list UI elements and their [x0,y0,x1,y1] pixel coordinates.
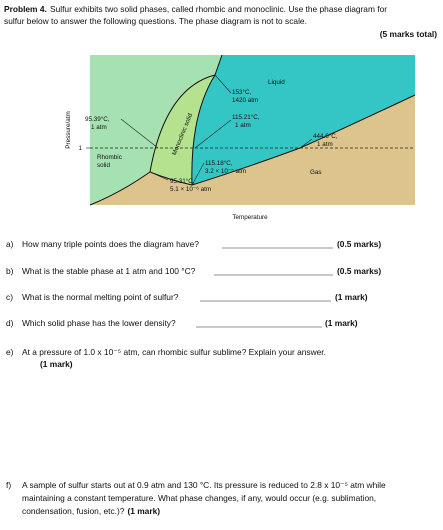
x-axis-label: Temperature [232,214,268,221]
question-marks: (1 mark) [325,318,358,328]
problem-number: Problem 4. [4,4,47,14]
region-label: Rhombic [97,154,122,161]
y-tick-label: 1 [78,145,82,152]
point-label: 1420 atm [232,97,258,104]
phase-boundary [214,54,223,76]
leader-line [194,119,232,149]
question-text: condensation, fusion, etc.)? [22,506,125,516]
phase-diagram: 1 Pressure/atm Temperature Liquid Monocl… [65,54,416,221]
leader-line [299,138,313,149]
intro-line: Sulfur exhibits two solid phases, called… [50,4,387,14]
region-label: Gas [310,169,322,176]
point-label: 5.1 × 10⁻⁶ atm [170,186,211,193]
phase-boundary [191,74,216,186]
question-text: Which solid phase has the lower density? [22,318,176,328]
point-label: 95.39°C, [85,115,110,123]
leader-line [191,162,205,186]
question-label: c) [6,292,13,302]
question-text: What is the normal melting point of sulf… [22,292,179,302]
question-text: At a pressure of 1.0 x 10⁻⁵ atm, can rho… [22,347,326,357]
point-label: 95.31°C, [170,177,195,185]
question-text: What is the stable phase at 1 atm and 10… [22,266,196,276]
question-marks: (0.5 marks) [337,266,381,276]
point-label: 444.6°C, [313,132,338,140]
phase-boundary [149,74,216,173]
point-label: 1 atm [317,141,333,148]
question-marks: (1 mark) [335,292,368,302]
region-label: solid [97,162,110,169]
question-label: e) [6,347,14,357]
rhombic-region [90,55,222,205]
y-axis-label: Pressure/atm [65,111,72,148]
question-marks: (1 mark) [40,359,73,369]
point-label: 115.21°C, [232,113,260,121]
region-label: Liquid [268,79,285,86]
question-label: a) [6,239,14,249]
question-label: b) [6,266,14,276]
point-label: 1 atm [91,124,107,131]
leader-line [214,74,232,94]
leader-line [149,171,169,181]
question-label: d) [6,318,14,328]
point-label: 3.2 × 10⁻⁵ atm [205,168,246,175]
question-label: f) [6,480,11,490]
point-label: 1 atm [235,122,251,129]
leader-line [120,118,159,149]
question-marks: (0.5 marks) [337,239,381,249]
question-marks: (1 mark) [127,506,160,516]
question-text: maintaining a constant temperature. What… [22,493,376,503]
question-text: How many triple points does the diagram … [22,239,199,249]
phase-boundary [89,171,193,206]
point-label: 153°C, [232,88,252,96]
liquid-region [191,55,415,185]
intro-line: sulfur below to answer the following que… [4,16,307,26]
total-marks: (5 marks total) [380,29,437,39]
question-text: A sample of sulfur starts out at 0.9 atm… [22,480,386,490]
point-label: 115.18°C, [205,159,233,167]
monoclinic-region [150,75,215,185]
